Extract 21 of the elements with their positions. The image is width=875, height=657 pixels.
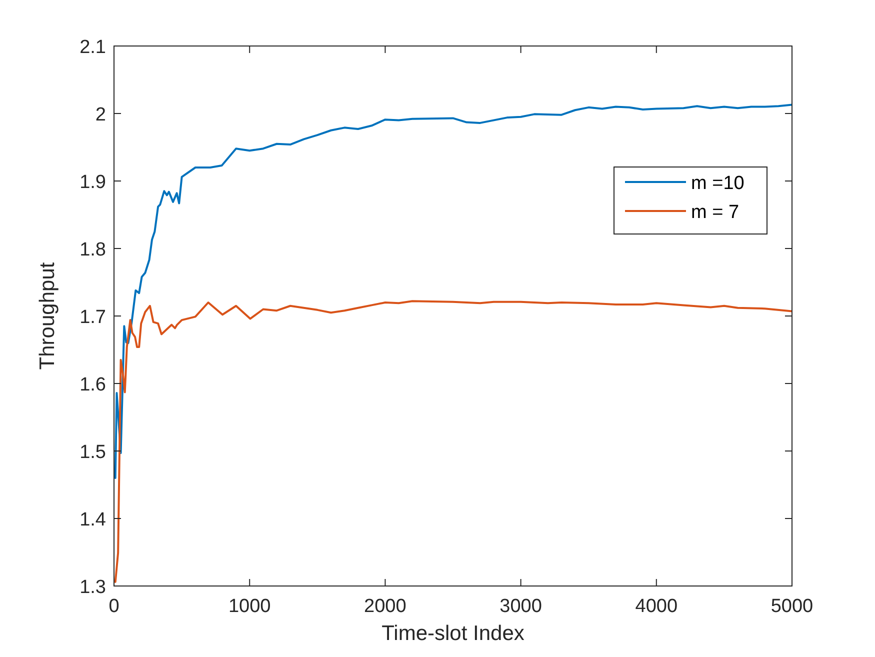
- x-tick-label: 2000: [364, 596, 406, 617]
- line-series: [114, 300, 792, 583]
- y-tick-label: 2: [95, 104, 106, 126]
- x-tick-label: 0: [108, 596, 120, 617]
- y-axis-title: Throughput: [36, 262, 59, 370]
- y-tick-label: 1.5: [80, 442, 106, 463]
- x-tick-label: 4000: [635, 596, 678, 617]
- y-tick-label: 2.1: [80, 37, 106, 58]
- x-axis-title: Time-slot Index: [382, 622, 525, 645]
- legend-label: m = 7: [691, 202, 740, 223]
- line-series: [114, 104, 792, 479]
- y-tick-label: 1.4: [80, 510, 106, 530]
- y-tick-label: 1.8: [80, 240, 106, 260]
- y-tick-label: 1.6: [80, 374, 106, 396]
- legend-label: m =10: [691, 173, 744, 194]
- y-tick-label: 1.3: [80, 577, 106, 598]
- y-tick-label: 1.9: [80, 172, 106, 193]
- x-tick-label: 5000: [770, 596, 814, 617]
- x-tick-label: 1000: [228, 596, 271, 617]
- x-tick-label: 3000: [500, 596, 542, 617]
- y-tick-label: 1.7: [80, 307, 106, 328]
